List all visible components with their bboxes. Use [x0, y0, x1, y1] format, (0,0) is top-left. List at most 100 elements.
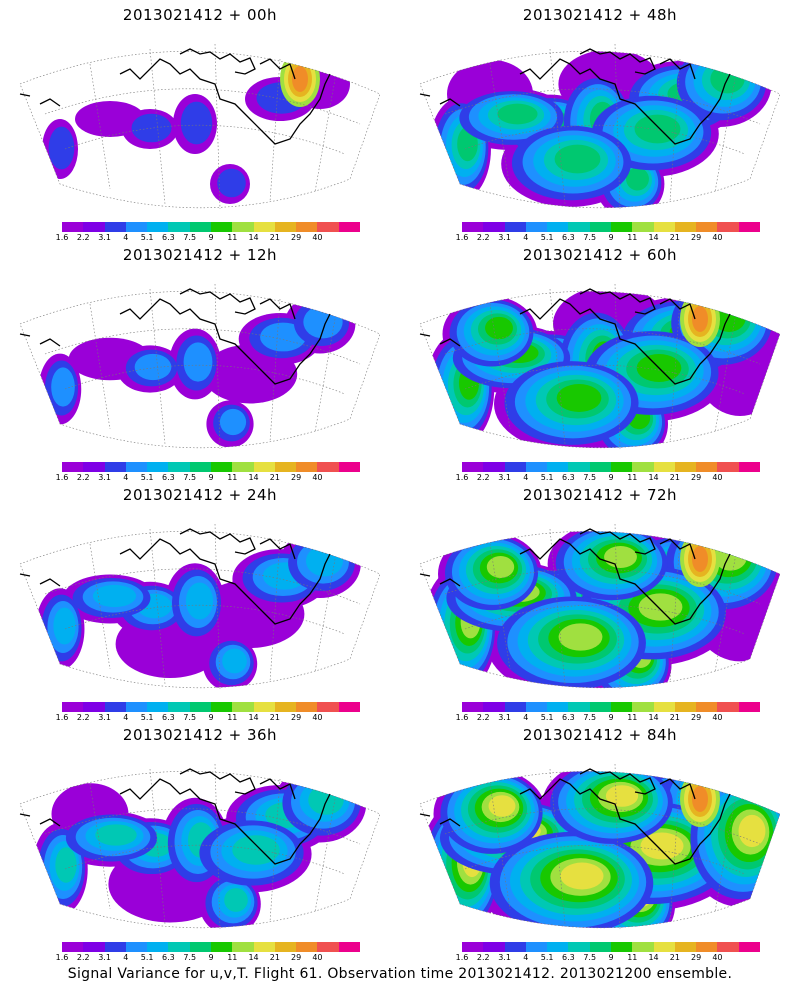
coastline [419, 528, 731, 625]
colorbar-swatch [717, 462, 739, 472]
graticule [419, 763, 781, 930]
colorbar-tick-label: 6.3 [162, 953, 175, 962]
forecast-panel: 2013021412 + 00h 1.6 2.2 3.1 4 5.1 6.3 7.5 9 11 14… [0, 0, 400, 242]
colorbar-tick-label: 11 [627, 233, 638, 242]
colorbar-swatch [317, 942, 339, 952]
colorbar-swatch [210, 702, 233, 712]
colorbar-swatch [653, 222, 675, 232]
colorbar-tick-label: 1.6 [55, 713, 69, 722]
colorbar-swatch [547, 942, 569, 952]
colorbar-swatch [632, 702, 654, 712]
colorbar-tick-label: 14 [248, 473, 259, 482]
colorbar-tick-label: 21 [669, 713, 680, 722]
colorbar-swatch [717, 942, 739, 952]
graticule [19, 523, 381, 690]
coastline [19, 768, 331, 865]
colorbar-tick-label: 14 [648, 713, 659, 722]
colorbar-swatch [189, 702, 211, 712]
colorbar-swatch [717, 702, 739, 712]
coastline [419, 48, 731, 145]
panel-title: 2013021412 + 36h [122, 726, 278, 744]
colorbar-tick-label: 29 [691, 233, 702, 242]
colorbar-tick-label: 3.1 [498, 473, 511, 482]
panel-title: 2013021412 + 72h [522, 486, 678, 504]
colorbar-tick-label: 5.1 [540, 713, 554, 722]
colorbar-tick-label: 11 [627, 473, 638, 482]
colorbar-tick-label: 14 [648, 953, 659, 962]
colorbar-tick-label: 21 [269, 233, 280, 242]
variance-map [19, 523, 381, 690]
colorbar-tick-label: 2.2 [476, 473, 490, 482]
colorbar-tick-label: 6.3 [562, 713, 575, 722]
colorbar-tick-label: 1.6 [455, 713, 469, 722]
forecast-panel: 2013021412 + 12h 1.6 2.2 3.1 4 5.1 6.3 7.5 9 11 14… [0, 240, 400, 482]
colorbar-tick-label: 14 [248, 713, 259, 722]
colorbar-tick-label: 7.5 [583, 473, 597, 482]
colorbar-labels: 1.6 2.2 3.1 4 5.1 6.3 7.5 9 11 14 21 29 40 [452, 473, 742, 483]
colorbar-swatch [674, 702, 697, 712]
colorbar-swatch [589, 222, 611, 232]
colorbar-swatch [253, 222, 275, 232]
colorbar-swatch [547, 702, 569, 712]
colorbar-swatch [147, 702, 169, 712]
colorbar-swatch [62, 942, 84, 952]
colorbar-swatch [589, 462, 611, 472]
colorbar-swatch [738, 942, 760, 952]
colorbar-tick-label: 7.5 [183, 713, 197, 722]
variance-map [419, 43, 781, 210]
colorbar-swatch [696, 222, 718, 232]
panel-title: 2013021412 + 48h [522, 6, 678, 24]
colorbar-tick-label: 3.1 [498, 953, 511, 962]
colorbar-tick-label: 6.3 [562, 473, 575, 482]
colorbar-swatch [189, 462, 211, 472]
colorbar-tick-label: 21 [669, 953, 680, 962]
colorbar-swatch [62, 702, 84, 712]
colorbar-swatch [253, 702, 275, 712]
graticule [419, 523, 781, 690]
colorbar-swatch [296, 942, 318, 952]
colorbar-tick-label: 1.6 [55, 233, 69, 242]
colorbar-swatch [483, 942, 505, 952]
colorbar-swatch [338, 462, 360, 472]
colorbar-swatch [610, 702, 633, 712]
colorbar-tick-label: 29 [691, 713, 702, 722]
panel-title: 2013021412 + 00h [122, 6, 278, 24]
colorbar-tick-label: 29 [291, 473, 302, 482]
colorbar-tick-label: 40 [312, 953, 323, 962]
forecast-panel: 2013021412 + 36h 1.6 2.2 3.1 4 5.1 6.3 7.5 9 11 14… [0, 720, 400, 962]
colorbar-swatch [696, 702, 718, 712]
colorbar-swatch [232, 222, 254, 232]
colorbar-tick-label: 1.6 [55, 473, 69, 482]
colorbar-swatch [462, 222, 484, 232]
colorbar-swatch [168, 222, 190, 232]
colorbar-swatch [147, 942, 169, 952]
colorbar-tick-label: 6.3 [562, 233, 575, 242]
colorbar-tick-label: 9 [608, 713, 614, 722]
colorbar-swatch [525, 222, 548, 232]
colorbar-swatch [168, 942, 190, 952]
colorbar-swatch [83, 222, 105, 232]
colorbar [462, 462, 760, 472]
coastline [19, 288, 331, 385]
colorbar-swatch [296, 222, 318, 232]
colorbar-labels: 1.6 2.2 3.1 4 5.1 6.3 7.5 9 11 14 21 29 40 [452, 713, 742, 723]
colorbar-swatch [317, 222, 339, 232]
colorbar-tick-label: 40 [312, 233, 323, 242]
colorbar-swatch [525, 942, 548, 952]
colorbar-swatch [525, 462, 548, 472]
colorbar-swatch [147, 222, 169, 232]
colorbar-swatch [568, 702, 590, 712]
colorbar-tick-label: 9 [608, 953, 614, 962]
colorbar-swatch [504, 702, 526, 712]
colorbar-swatch [253, 942, 275, 952]
colorbar-swatch [338, 222, 360, 232]
figure-caption: Signal Variance for u,v,T. Flight 61. Ob… [67, 966, 733, 982]
colorbar-tick-label: 4 [123, 233, 129, 242]
colorbar-swatch [317, 462, 339, 472]
colorbar-tick-label: 29 [691, 473, 702, 482]
colorbar-swatch [610, 462, 633, 472]
coastline [19, 48, 331, 145]
colorbar-tick-label: 29 [691, 953, 702, 962]
colorbar-swatch [589, 942, 611, 952]
colorbar-tick-label: 14 [648, 473, 659, 482]
